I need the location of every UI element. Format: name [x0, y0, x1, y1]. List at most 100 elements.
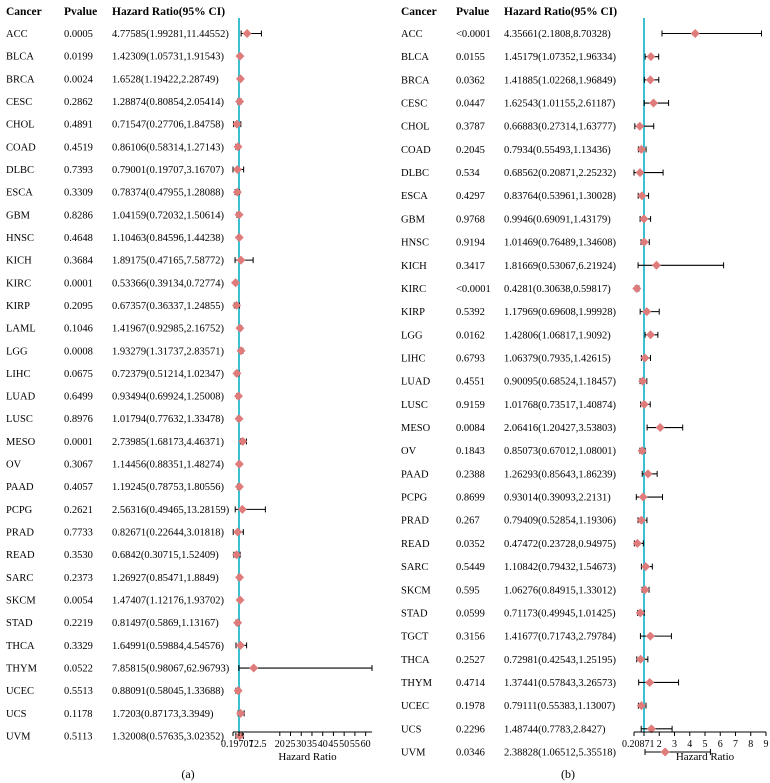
x-tick-label: 30	[296, 739, 306, 750]
hr-point	[645, 75, 655, 85]
panel-caption: (a)	[181, 767, 194, 781]
row-pvalue: <0.0001	[456, 284, 491, 295]
x-tick-label: 12.5	[249, 739, 267, 750]
hr-point	[649, 98, 659, 108]
row-ci-text: 2.38828(1.06512,5.35518)	[504, 748, 616, 759]
row-cancer: SARC	[6, 573, 33, 584]
hr-point	[235, 595, 245, 605]
row-ci-text: 1.14456(0.88351,1.48274)	[112, 460, 224, 471]
row-ci-text: 1.10842(0.79432,1.54673)	[504, 562, 616, 573]
x-tick-label: 6	[718, 739, 723, 750]
row-pvalue: 0.534	[456, 168, 480, 179]
hr-point	[242, 29, 252, 38]
row-cancer: LUSC	[401, 400, 428, 411]
row-pvalue: 0.0084	[456, 423, 486, 434]
x-tick-label: 35	[307, 739, 317, 750]
hr-point	[645, 677, 655, 687]
row-ci-text: 1.89175(0.47165,7.58772)	[112, 256, 224, 267]
header-cancer: Cancer	[401, 6, 437, 18]
row-ci-text: 4.35661(2.1808,8.70328)	[504, 29, 611, 40]
hr-point	[234, 414, 244, 424]
hr-point	[232, 368, 242, 378]
row-cancer: OV	[401, 446, 417, 457]
hr-point	[233, 618, 243, 628]
row-cancer: UVM	[401, 748, 426, 759]
row-ci-text: 7.85815(0.98067,62.96793)	[112, 664, 230, 675]
row-pvalue: 0.4714	[456, 678, 486, 689]
x-axis-label: Hazard Ratio	[676, 751, 735, 763]
hr-point	[249, 663, 259, 673]
row-ci-text: 1.62543(1.01155,2.61187)	[504, 99, 616, 110]
row-ci-text: 0.79409(0.52854,1.19306)	[504, 516, 616, 527]
row-cancer: UCEC	[6, 686, 34, 697]
row-pvalue: 0.4891	[64, 120, 93, 131]
row-ci-text: 1.64991(0.59884,4.54576)	[112, 641, 224, 652]
row-pvalue: 0.5113	[64, 732, 93, 743]
row-pvalue: 0.5392	[456, 307, 485, 318]
row-cancer: LGG	[401, 330, 423, 341]
row-ci-text: 0.53366(0.39134,0.72774)	[112, 278, 224, 289]
row-pvalue: 0.4519	[64, 142, 93, 153]
row-cancer: PCPG	[6, 505, 33, 516]
row-ci-text: 0.79001(0.19707,3.16707)	[112, 165, 224, 176]
row-pvalue: 0.2095	[64, 301, 93, 312]
row-cancer: LUAD	[6, 392, 36, 403]
row-ci-text: 0.66883(0.27314,1.63777)	[504, 122, 616, 133]
row-cancer: GBM	[401, 214, 426, 225]
row-pvalue: 0.2388	[456, 469, 485, 480]
x-tick-label: 25	[286, 739, 296, 750]
row-ci-text: 1.41885(1.02268,1.96849)	[504, 75, 616, 86]
row-cancer: HNSC	[401, 238, 429, 249]
row-pvalue: 0.3530	[64, 550, 93, 561]
row-ci-text: 1.41967(0.92985,2.16752)	[112, 324, 224, 335]
row-cancer: KIRP	[6, 301, 30, 312]
hr-point	[632, 538, 642, 548]
row-cancer: BRCA	[6, 74, 35, 85]
hr-point	[233, 686, 243, 696]
hr-point	[235, 572, 245, 582]
hr-point	[238, 436, 248, 446]
row-cancer: PAAD	[401, 469, 429, 480]
x-tick-label: 0.20871	[622, 739, 655, 750]
row-cancer: CHOL	[401, 122, 430, 133]
row-pvalue: 0.9194	[456, 238, 486, 249]
row-pvalue: 0.0008	[64, 346, 93, 357]
row-ci-text: 1.47407(1.12176,1.93702)	[112, 596, 224, 607]
row-cancer: KIRC	[401, 284, 426, 295]
row-ci-text: 1.32008(0.57635,3.02352)	[112, 732, 224, 743]
row-ci-text: 1.17969(0.69608,1.99928)	[504, 307, 616, 318]
row-cancer: THCA	[6, 641, 35, 652]
row-pvalue: 0.1978	[456, 701, 485, 712]
row-pvalue: 0.0352	[456, 539, 485, 550]
row-pvalue: 0.3787	[456, 122, 485, 133]
row-cancer: KICH	[401, 261, 427, 272]
x-tick-label: 9	[764, 739, 769, 750]
hr-point	[234, 210, 244, 220]
row-cancer: MESO	[401, 423, 431, 434]
hr-point	[232, 119, 242, 129]
row-ci-text: 0.71173(0.49945,1.01425)	[504, 608, 616, 619]
row-pvalue: 0.6499	[64, 392, 93, 403]
row-cancer: THYM	[6, 664, 38, 675]
x-tick-label: 20	[275, 739, 285, 750]
header-hazard-ratio: Hazard Ratio(95% CI)	[112, 6, 225, 18]
hr-point	[651, 260, 661, 270]
hr-point	[636, 654, 646, 664]
row-cancer: CESC	[401, 99, 427, 110]
row-cancer: LAML	[6, 324, 36, 335]
row-pvalue: 0.0155	[456, 52, 485, 63]
row-pvalue: 0.0199	[64, 52, 93, 63]
row-ci-text: 4.77585(1.99281,11.44552)	[112, 29, 229, 40]
row-cancer: LIHC	[401, 353, 426, 364]
row-cancer: KICH	[6, 256, 32, 267]
hr-point	[655, 423, 665, 433]
row-cancer: ACC	[6, 29, 28, 40]
hr-point	[232, 164, 242, 174]
row-cancer: PRAD	[401, 516, 429, 527]
hr-point	[642, 307, 652, 317]
header-cancer: Cancer	[6, 6, 42, 18]
hr-point	[237, 504, 247, 514]
hr-point	[637, 191, 647, 201]
row-ci-text: 0.9946(0.69091,1.43179)	[504, 214, 611, 225]
